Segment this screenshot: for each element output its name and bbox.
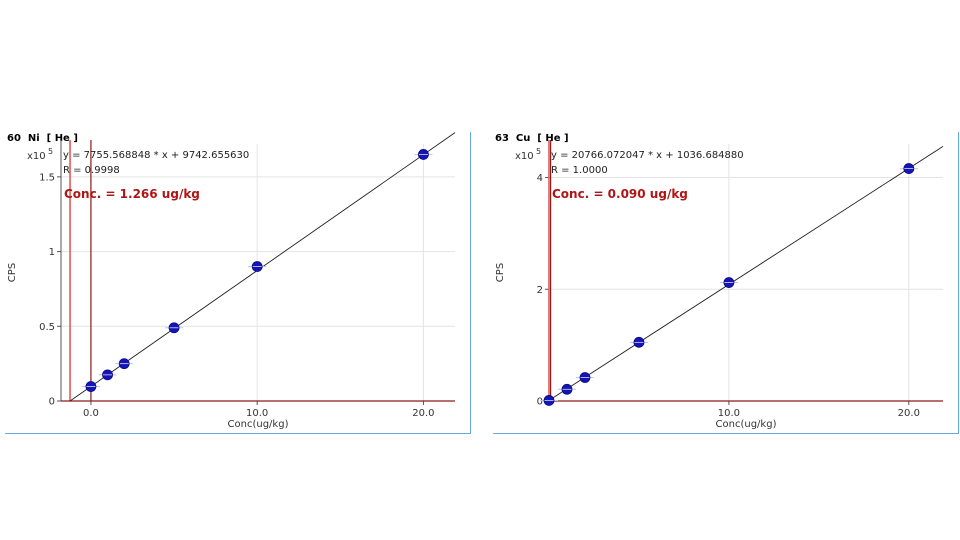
x-tick-label: 10.0	[718, 408, 740, 419]
y-scale-exponent: 5	[48, 147, 53, 156]
calibration-panel-ni: 60 Ni [ He ] 0 0.5 1 1.5 0.0 10.0 20.0 Conc(ug/…	[5, 132, 471, 434]
y-tick-label: 1.5	[39, 172, 55, 183]
x-axis-label: Conc(ug/kg)	[228, 419, 289, 430]
y-scale-exponent: 5	[536, 147, 541, 156]
r-value: R = 1.0000	[551, 165, 608, 176]
y-scale-label: x10	[515, 151, 534, 162]
x-axis-label: Conc(ug/kg)	[716, 419, 777, 430]
x-tick-label: 20.0	[898, 408, 920, 419]
calibration-plot: 0 2 4 10.0 20.0 Conc(ug/kg) CPS x10 5 y = 20766.0…	[495, 140, 944, 430]
y-tick-label: 0.5	[39, 322, 55, 333]
chart-title: 60 Ni [ He ]	[7, 133, 78, 144]
regression-equation: y = 20766.072047 * x + 1036.684880	[551, 150, 744, 161]
concentration-label: Conc. = 0.090 ug/kg	[552, 187, 688, 201]
y-tick-label: 0	[49, 397, 55, 408]
y-axis-label: CPS	[7, 263, 18, 282]
r-value: R = 0.9998	[63, 165, 120, 176]
chart-title: 63 Cu [ He ]	[495, 133, 569, 144]
y-tick-label: 2	[537, 285, 543, 296]
calibration-panel-cu: 63 Cu [ He ] 0 2 4 10.0 20.0 Conc(ug/kg) CPS x1…	[493, 132, 959, 434]
regression-equation: y = 7755.568848 * x + 9742.655630	[63, 150, 249, 161]
concentration-label: Conc. = 1.266 ug/kg	[64, 187, 200, 201]
y-tick-label: 1	[49, 247, 55, 258]
x-tick-label: 0.0	[83, 408, 99, 419]
y-scale-label: x10	[27, 151, 46, 162]
x-tick-label: 20.0	[412, 408, 434, 419]
calibration-plot: 0 0.5 1 1.5 0.0 10.0 20.0 Conc(ug/kg) CPS x10 5 y =…	[7, 132, 456, 430]
x-tick-label: 10.0	[246, 408, 268, 419]
y-axis-label: CPS	[495, 263, 506, 282]
y-tick-label: 4	[537, 173, 543, 184]
y-tick-label: 0	[537, 397, 543, 408]
regression-line	[548, 145, 944, 401]
